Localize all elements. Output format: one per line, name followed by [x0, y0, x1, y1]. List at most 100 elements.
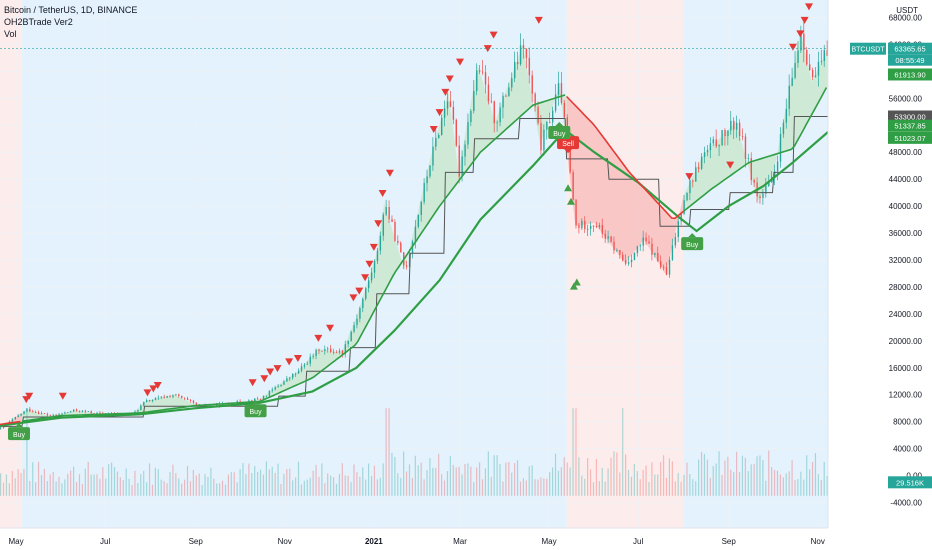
candle-body	[46, 413, 49, 416]
volume-bar	[128, 478, 130, 496]
volume-bar	[242, 463, 244, 496]
candle-body	[493, 101, 495, 124]
candle-body	[219, 403, 221, 407]
volume-bar	[411, 478, 414, 496]
volume-bar	[172, 464, 174, 496]
candle-body	[703, 152, 706, 157]
candle-body	[709, 143, 712, 151]
volume-bar	[341, 463, 343, 496]
volume-bar	[75, 481, 78, 496]
slow-moving-average	[0, 128, 829, 427]
volume-bar	[163, 481, 165, 496]
candle-body	[572, 172, 574, 200]
candle-body	[546, 121, 548, 130]
volume-bar	[382, 463, 384, 496]
volume-bar	[306, 479, 308, 496]
volume-bar	[2, 482, 5, 496]
sell-triangle-marker	[143, 389, 152, 397]
price-tag-text: 61913.90	[894, 70, 925, 79]
volume-bar	[303, 480, 305, 496]
candle-body	[274, 387, 276, 390]
trend-cloud	[566, 96, 684, 275]
candle-body	[265, 395, 268, 397]
price-tag-text: 63365.65	[894, 45, 925, 54]
candle-body	[662, 267, 665, 268]
candle-body	[17, 415, 19, 418]
volume-bar	[578, 457, 580, 496]
candle-body	[587, 228, 589, 230]
candle-body	[560, 83, 563, 103]
volume-bar	[820, 480, 822, 496]
volume-bar	[706, 459, 708, 496]
candle-body	[429, 165, 431, 177]
candle-body	[639, 245, 642, 247]
price-tag-text: 51023.07	[894, 134, 925, 143]
indicator-name[interactable]: OH2BTrade Ver2	[4, 17, 73, 27]
volume-indicator-name[interactable]: Vol	[4, 29, 17, 39]
volume-bar	[803, 479, 805, 496]
volume-bar	[689, 474, 691, 496]
candle-body	[695, 167, 697, 182]
volume-bar	[137, 483, 139, 496]
volume-bar	[58, 476, 60, 496]
candle-body	[511, 78, 513, 88]
volume-bar	[292, 480, 294, 496]
candle-body	[303, 364, 306, 367]
candle-body	[505, 95, 507, 97]
candle-body	[286, 378, 288, 382]
candle-body	[64, 412, 66, 414]
candle-body	[143, 402, 145, 406]
volume-bar	[283, 473, 285, 496]
volume-bar	[125, 468, 127, 496]
volume-bar	[23, 468, 25, 496]
candle-body	[23, 411, 25, 414]
volume-bar	[481, 479, 484, 496]
volume-bar	[581, 475, 583, 496]
volume-bar	[546, 478, 548, 496]
volume-bar	[508, 462, 510, 496]
symbol-tag-text: BTCUSDT	[851, 47, 885, 54]
volume-bar	[286, 469, 288, 496]
volume-bar	[569, 467, 571, 496]
volume-bar	[67, 473, 69, 496]
candle-body	[283, 381, 285, 385]
candle-body	[344, 344, 347, 355]
volume-bar	[636, 471, 638, 496]
candle-body	[423, 183, 425, 203]
buy-triangle-marker	[564, 184, 573, 192]
volume-bar	[814, 453, 817, 496]
candle-body	[426, 176, 428, 184]
buy-triangle-marker	[569, 282, 578, 290]
sell-triangle-marker	[149, 385, 158, 393]
volume-bar	[55, 481, 57, 496]
volume-bar	[639, 479, 641, 496]
candle-body	[668, 259, 671, 275]
candle-body	[478, 70, 481, 72]
candle-body	[166, 396, 168, 398]
sell-triangle-marker	[314, 334, 323, 342]
candle-body	[569, 147, 571, 173]
candle-body	[540, 123, 542, 151]
volume-bar	[102, 467, 104, 496]
candle-body	[373, 261, 376, 273]
volume-bar	[662, 455, 665, 496]
candle-body	[718, 145, 720, 147]
candle-body	[738, 122, 741, 137]
volume-bar	[350, 482, 352, 496]
candle-body	[800, 33, 802, 51]
candle-body	[534, 93, 536, 107]
price-tick-label: 44000.00	[889, 175, 923, 184]
volume-bar	[96, 474, 98, 496]
volume-bar	[233, 472, 235, 496]
candle-body	[581, 220, 583, 229]
candle-body	[706, 150, 709, 153]
symbol-tag-box	[850, 42, 886, 55]
price-tick-label: 32000.00	[889, 256, 923, 265]
candle-body	[531, 75, 533, 94]
candle-body	[563, 102, 566, 118]
volume-bar	[584, 478, 586, 496]
price-tag-box	[888, 131, 932, 144]
symbol-title[interactable]: Bitcoin / TetherUS, 1D, BINANCE	[4, 5, 138, 15]
candle-body	[452, 106, 455, 120]
